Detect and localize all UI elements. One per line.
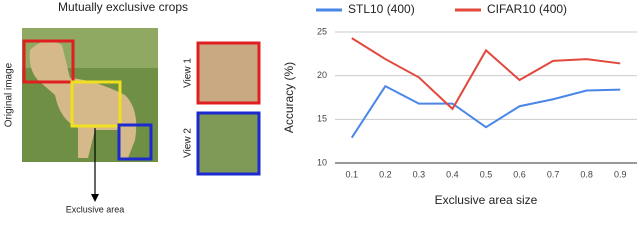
y-tick-label: 10 (317, 157, 327, 167)
x-tick-label: 0.9 (614, 169, 627, 179)
x-tick-label: 0.4 (446, 169, 459, 179)
x-tick-label: 0.5 (480, 169, 493, 179)
arrow-head (91, 194, 99, 202)
dog (29, 41, 137, 158)
crop-blue (117, 123, 153, 161)
x-tick-label: 0.1 (346, 169, 359, 179)
view1-label: View 1 (183, 58, 194, 88)
y-tick-label: 20 (317, 70, 327, 80)
x-tick-label: 0.7 (547, 169, 560, 179)
x-tick-label: 0.8 (580, 169, 593, 179)
crop-yellow (70, 80, 122, 128)
view2 (196, 111, 261, 176)
x-tick-label: 0.3 (413, 169, 426, 179)
series-line (351, 37, 621, 111)
view1 (196, 41, 261, 105)
series-line (350, 84, 621, 139)
original-image (22, 28, 158, 162)
legend-label: STL10 (400) (348, 2, 415, 16)
y-tick-label: 15 (317, 114, 327, 124)
crop-red (22, 39, 75, 84)
y-tick-label: 25 (317, 26, 327, 36)
x-tick-label: 0.6 (513, 169, 526, 179)
diagram-title: Mutually exclusive crops (58, 0, 188, 14)
figure: Mutually exclusive crops Original image … (4, 0, 637, 214)
arrow-label: Exclusive area (66, 204, 125, 214)
y-axis-label: Accuracy (%) (282, 62, 296, 133)
legend-label: CIFAR10 (400) (487, 2, 567, 16)
image-label: Original image (4, 62, 15, 127)
x-tick-label: 0.2 (379, 169, 392, 179)
x-axis-label: Exclusive area size (435, 193, 538, 207)
view2-label: View 2 (183, 128, 194, 158)
